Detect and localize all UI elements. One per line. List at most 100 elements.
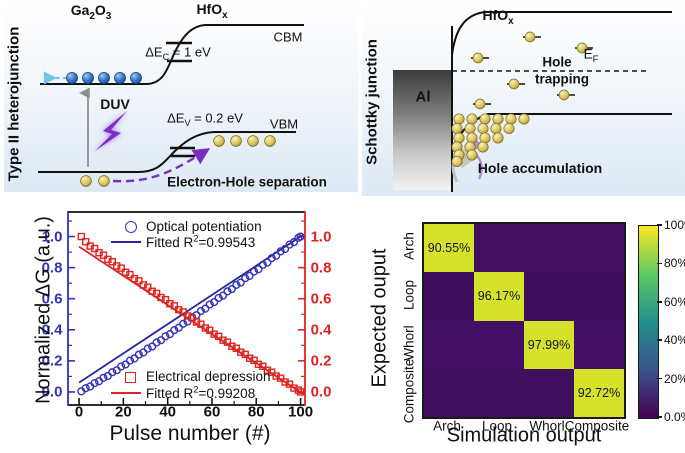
data-point-square [135, 277, 143, 285]
al-metal-block [393, 70, 452, 190]
data-point-square [90, 244, 99, 253]
data-point-circle [117, 362, 126, 371]
colorbar-tick-label: 100% [664, 218, 685, 232]
data-point-circle [152, 338, 161, 347]
hfox2-text: HfO [482, 7, 509, 23]
hole-ball [479, 132, 491, 144]
hfox-text: HfO [196, 1, 223, 17]
matrix-cell [474, 368, 524, 417]
heatmap-y-axis-label: Expected ouput [368, 248, 391, 388]
hole-balls-vbm [213, 135, 276, 147]
heatmap-row-label: Arch [401, 232, 417, 260]
data-point-square [223, 338, 232, 346]
material-label-ga2o3: Ga2O3 [70, 2, 111, 21]
potentiation-series [77, 232, 305, 396]
data-point-circle [125, 356, 135, 365]
data-point-square [130, 274, 139, 283]
data-point-square [152, 289, 161, 298]
colorbar-tick-label: 20% [664, 371, 685, 386]
data-point-square [144, 283, 152, 291]
matrix-cell-value: 97.99% [527, 337, 571, 352]
hfox-label-schottky: HfOx [482, 7, 513, 26]
heterojunction-band-diagram [38, 24, 304, 187]
hfox-sub: x [222, 9, 228, 21]
matrix-cell [574, 272, 624, 321]
data-point-square [276, 374, 285, 382]
data-point-square [201, 324, 210, 332]
hole-ball [466, 132, 478, 144]
data-point-square [259, 362, 267, 371]
hole-ball [213, 135, 225, 147]
data-point-square [192, 318, 201, 326]
data-point-square [161, 295, 170, 304]
data-point-circle [289, 238, 299, 247]
hole-ball [451, 155, 463, 168]
data-point-circle [174, 323, 183, 332]
hole-trapping-label-line1: Hole [542, 54, 572, 70]
hole-ball [230, 135, 242, 147]
data-point-square [272, 372, 280, 380]
ga2o3-text2: O [94, 2, 106, 18]
ga2o3-sub1: 2 [89, 10, 95, 22]
fit1-post: =0.99543 [198, 235, 256, 250]
matrix-cell [524, 368, 574, 417]
colorbar-tick-label: 40% [664, 333, 685, 348]
data-point-circle [99, 373, 108, 382]
hole-ball [576, 42, 588, 54]
data-point-circle [210, 298, 219, 307]
matrix-cell [424, 320, 474, 369]
data-point-circle [272, 251, 281, 260]
delta-ev-sub: V [184, 118, 191, 129]
schottky-band-diagram [393, 11, 672, 192]
legend-depression-fit-label: Fitted R2=0.99208 [146, 384, 255, 401]
data-point-circle [218, 291, 228, 300]
electron-ball [98, 72, 110, 84]
fit1-pre: Fitted R [146, 235, 194, 250]
hole-ball [466, 149, 478, 161]
hole-ball [98, 175, 110, 187]
data-point-square [263, 366, 272, 374]
electron-hole-separation-label: Electron-Hole separation [167, 174, 327, 190]
matrix-cell: 97.99% [524, 320, 574, 369]
ga2o3-sub2: 3 [105, 10, 112, 22]
data-point-circle [196, 306, 205, 316]
data-point-circle [254, 265, 263, 274]
hole-ball [524, 31, 536, 43]
cbm-band-line [40, 24, 304, 85]
ga2o3-text: Ga [70, 2, 90, 18]
data-point-square [82, 237, 90, 246]
data-point-circle [241, 274, 250, 283]
data-point-circle [263, 258, 272, 267]
data-point-square [99, 251, 108, 259]
delta-ec-base: ΔE [145, 44, 163, 60]
matrix-cell [524, 272, 574, 321]
hole-ball [451, 122, 463, 135]
data-point-square [245, 354, 254, 362]
legend-red-fit-line [111, 392, 141, 394]
hole-ball [505, 113, 517, 125]
data-point-circle [179, 319, 188, 328]
matrix-cell [424, 272, 474, 321]
data-point-square [228, 342, 236, 350]
data-point-square [175, 306, 183, 314]
depression-series [77, 232, 305, 396]
data-point-square [285, 380, 294, 388]
matrix-cell [424, 368, 474, 417]
data-point-circle [165, 330, 174, 339]
data-point-circle [249, 267, 259, 276]
al-label: Al [415, 88, 431, 106]
data-point-square [77, 232, 85, 241]
data-point-square [183, 312, 192, 320]
data-point-square [113, 262, 121, 270]
data-point-square [148, 287, 156, 295]
vbm-label: VBM [269, 116, 299, 132]
electron-ball [114, 72, 126, 84]
data-point-square [126, 270, 134, 279]
hole-ball [474, 98, 486, 110]
data-point-circle [236, 278, 245, 287]
fit2-sup: 2 [193, 384, 199, 396]
vbm-band-line [38, 131, 296, 173]
hole-ball [464, 122, 476, 135]
data-point-circle [276, 247, 285, 256]
hole-ball [264, 135, 276, 147]
